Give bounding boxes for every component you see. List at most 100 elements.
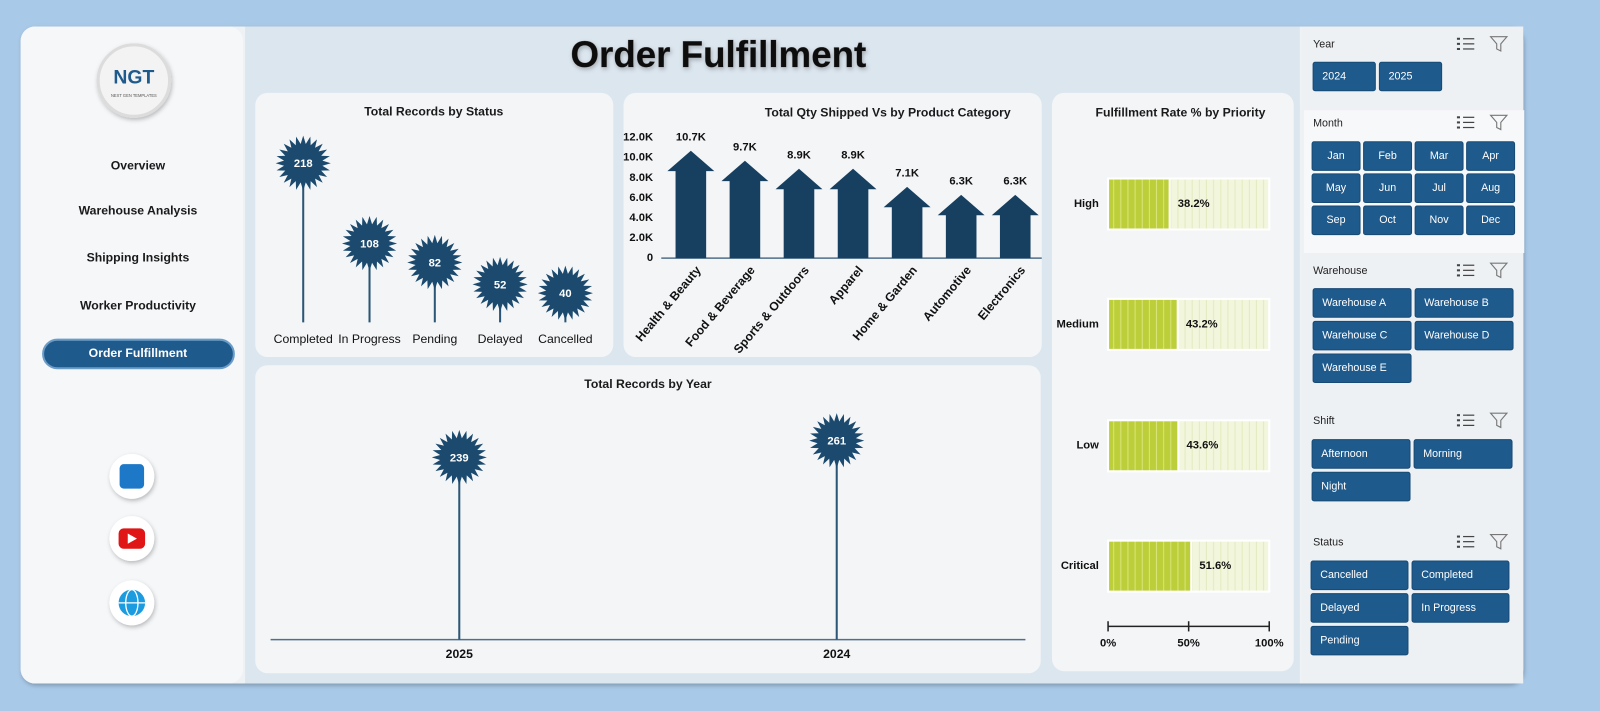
y-tick-label: 0 <box>647 252 653 264</box>
slicer-button[interactable] <box>1311 471 1411 502</box>
nav-item[interactable]: Worker Productivity <box>80 298 196 312</box>
slicer-button[interactable] <box>1466 141 1516 171</box>
nav-item[interactable]: Order Fulfillment <box>89 346 188 360</box>
slicer-button-label[interactable]: Oct <box>1379 214 1396 226</box>
multi-select-icon[interactable] <box>1456 419 1460 422</box>
slicer-button[interactable] <box>1363 141 1413 171</box>
multi-select-icon[interactable] <box>1456 121 1460 124</box>
multi-select-icon[interactable] <box>1456 414 1460 417</box>
slicer-button-label[interactable]: Jan <box>1327 150 1344 162</box>
clear-filter-icon[interactable] <box>1489 262 1509 279</box>
slicer-button[interactable] <box>1312 320 1412 351</box>
multi-select-icon[interactable] <box>1456 540 1460 543</box>
slicer-button-label[interactable]: Warehouse B <box>1424 297 1488 309</box>
slicer-button-label[interactable]: Jun <box>1379 182 1396 194</box>
slicer-button-label[interactable]: Completed <box>1421 569 1473 581</box>
slicer-button-label[interactable]: Apr <box>1482 150 1499 162</box>
slicer-button[interactable] <box>1311 205 1361 236</box>
slicer-button-label[interactable]: Feb <box>1378 150 1396 162</box>
slicer-button-label[interactable]: May <box>1326 182 1347 194</box>
multi-select-icon[interactable] <box>1456 126 1460 129</box>
data-label: 38.2% <box>1178 198 1210 210</box>
multi-select-icon[interactable] <box>1456 269 1460 272</box>
y-tick-label: 12.0K <box>623 132 653 144</box>
slicer-button-label[interactable]: Warehouse C <box>1322 329 1387 341</box>
slicer-button[interactable] <box>1411 560 1510 591</box>
slicer-button[interactable] <box>1311 173 1361 203</box>
multi-select-icon[interactable] <box>1456 37 1460 40</box>
card <box>1051 92 1294 672</box>
slicer-button-label[interactable]: Night <box>1321 480 1346 492</box>
data-label: 43.2% <box>1186 318 1218 330</box>
slicer-button-label[interactable]: 2025 <box>1389 70 1413 82</box>
slicer-button[interactable] <box>1363 173 1413 203</box>
clear-filter-icon[interactable] <box>1489 412 1509 429</box>
multi-select-icon[interactable] <box>1456 274 1460 277</box>
slicer-button[interactable] <box>1310 593 1409 623</box>
slicer-button-label[interactable]: Pending <box>1320 634 1359 646</box>
clear-filter-icon[interactable] <box>1489 533 1509 550</box>
slicer-button[interactable] <box>1312 353 1412 384</box>
slicer-button-label[interactable]: Morning <box>1423 448 1462 460</box>
slicer-button-label[interactable]: Warehouse E <box>1322 362 1386 374</box>
multi-select-icon[interactable] <box>1456 545 1460 548</box>
slicer-button-label[interactable]: Dec <box>1481 214 1501 226</box>
slicer-button[interactable] <box>1414 141 1464 171</box>
lollipop-head <box>275 135 331 191</box>
slicer-button-label[interactable]: Warehouse D <box>1424 329 1489 341</box>
nav-item[interactable]: Overview <box>111 159 166 173</box>
logo-subtext: NEXT GEN TEMPLATES <box>111 93 157 98</box>
slicer-button[interactable] <box>1414 205 1464 236</box>
x-tick-label: Cancelled <box>538 332 593 346</box>
slicer-button[interactable] <box>1414 173 1464 203</box>
slicer-button[interactable] <box>1414 288 1514 318</box>
slicer-button[interactable] <box>1466 173 1516 203</box>
nav-item[interactable]: Warehouse Analysis <box>79 203 198 217</box>
y-tick-label: Low <box>1076 440 1099 452</box>
slicer-button[interactable] <box>1311 141 1361 171</box>
arrow-bar <box>775 168 823 259</box>
slicer-button[interactable] <box>1312 61 1376 92</box>
y-tick-label: Critical <box>1061 560 1099 572</box>
slicer-button[interactable] <box>1411 593 1510 623</box>
card <box>255 365 1041 674</box>
youtube-play <box>127 533 137 544</box>
multi-select-icon[interactable] <box>1456 264 1460 267</box>
slicer-title: Status <box>1313 537 1343 549</box>
slicer-button-label[interactable]: 2024 <box>1322 70 1346 82</box>
social-links <box>109 453 155 626</box>
slicer-button[interactable] <box>1363 205 1413 236</box>
slicer-button-label[interactable]: Nov <box>1430 214 1450 226</box>
multi-select-icon[interactable] <box>1456 116 1460 119</box>
slicer-button-label[interactable]: Mar <box>1430 150 1449 162</box>
slicer-button[interactable] <box>1312 288 1412 318</box>
multi-select-icon[interactable] <box>1456 424 1460 427</box>
bar <box>1107 177 1171 231</box>
clear-filter-icon[interactable] <box>1489 114 1509 131</box>
slicer-button[interactable] <box>1378 61 1443 92</box>
slicer-button-label[interactable]: Sep <box>1327 214 1346 226</box>
slicer-button-label[interactable]: In Progress <box>1421 602 1476 614</box>
x-tick-label: 0% <box>1100 638 1116 650</box>
slicer-button[interactable] <box>1466 205 1516 236</box>
slicer-button-label[interactable]: Aug <box>1481 182 1500 194</box>
data-label: 51.6% <box>1199 560 1231 572</box>
slicer-button-label[interactable]: Cancelled <box>1320 569 1368 581</box>
slicer-button[interactable] <box>1413 439 1513 469</box>
slicer-button[interactable] <box>1310 625 1409 656</box>
slicer-button-label[interactable]: Afternoon <box>1321 448 1367 460</box>
slicer-button[interactable] <box>1310 560 1409 591</box>
slicer-button[interactable] <box>1414 320 1514 351</box>
nav-item[interactable]: Shipping Insights <box>87 250 190 264</box>
x-tick-label: In Progress <box>338 332 401 346</box>
multi-select-icon[interactable] <box>1456 47 1460 50</box>
clear-filter-icon[interactable] <box>1489 36 1509 52</box>
slicer-button-label[interactable]: Warehouse A <box>1322 297 1387 309</box>
chart-title: Total Records by Year <box>584 377 712 391</box>
data-label: 40 <box>559 288 571 300</box>
multi-select-icon[interactable] <box>1456 42 1460 45</box>
slicer-button[interactable] <box>1311 439 1411 469</box>
multi-select-icon[interactable] <box>1456 535 1460 538</box>
slicer-button-label[interactable]: Jul <box>1432 182 1446 194</box>
slicer-button-label[interactable]: Delayed <box>1320 602 1359 614</box>
